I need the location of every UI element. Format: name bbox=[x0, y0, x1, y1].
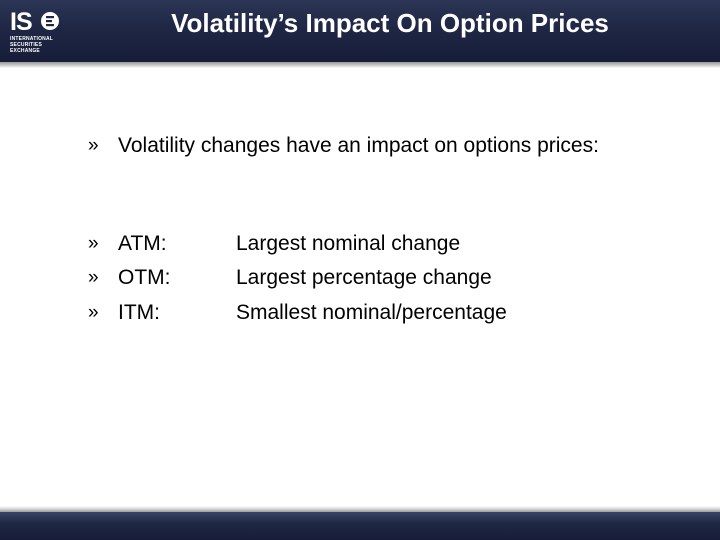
bullet-glyph: » bbox=[88, 302, 99, 323]
logo-wordmark: IS bbox=[10, 8, 33, 36]
intro-text: Volatility changes have an impact on opt… bbox=[118, 134, 599, 157]
logo-line-3: EXCHANGE bbox=[10, 48, 40, 54]
bullet-glyph: » bbox=[88, 267, 99, 288]
item-term: ATM: bbox=[118, 232, 167, 255]
item-description: Smallest nominal/percentage bbox=[236, 301, 507, 324]
slide-title: Volatility’s Impact On Option Prices bbox=[171, 8, 609, 38]
ise-logo: IS INTERNATIONAL SECURITIES EXCHANGE bbox=[10, 8, 68, 58]
item-term: ITM: bbox=[118, 301, 160, 324]
item-description: Largest percentage change bbox=[236, 266, 492, 289]
item-description: Largest nominal change bbox=[236, 232, 461, 255]
bullet-glyph: » bbox=[88, 233, 99, 254]
logo-line-1: INTERNATIONAL bbox=[10, 36, 54, 42]
logo-e-icon bbox=[41, 12, 59, 30]
item-term: OTM: bbox=[118, 266, 171, 289]
logo-subtext: INTERNATIONAL SECURITIES EXCHANGE bbox=[10, 36, 70, 54]
header-shadow bbox=[0, 62, 720, 68]
bullet-glyph: » bbox=[88, 135, 99, 156]
footer-bar bbox=[0, 512, 720, 540]
header-bar: IS INTERNATIONAL SECURITIES EXCHANGE Vol… bbox=[0, 0, 720, 62]
footer-shadow bbox=[0, 506, 720, 512]
logo-line-2: SECURITIES bbox=[10, 42, 43, 48]
